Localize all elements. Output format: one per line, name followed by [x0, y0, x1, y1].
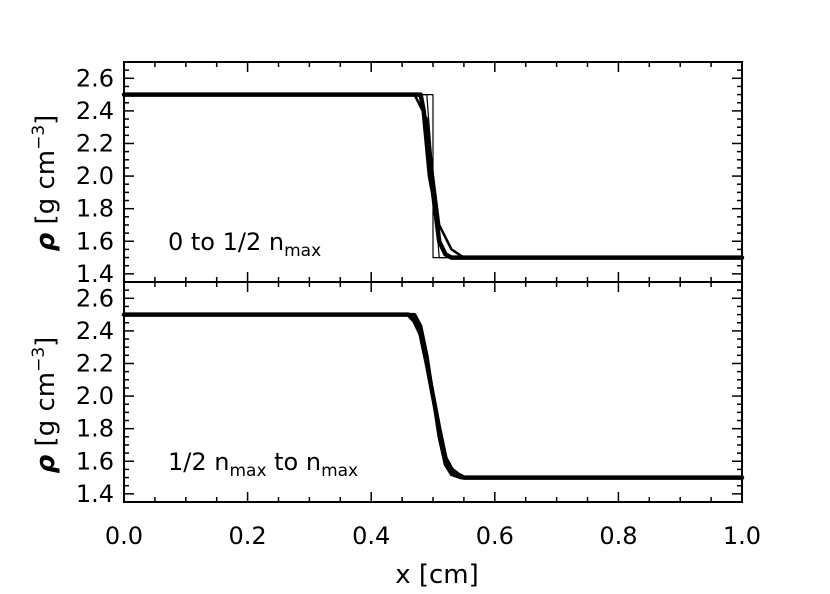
y-tick-label: 2.4: [76, 97, 114, 125]
bottom-panel-curves: [121, 312, 745, 480]
x-tick-label: 1.0: [723, 522, 761, 550]
y-tick-label: 1.4: [76, 480, 114, 508]
bottom-annotation-subscript-a: max: [229, 461, 266, 481]
y-tick-label: 2.2: [76, 129, 114, 157]
y-tick-label: 1.4: [76, 260, 114, 288]
x-tick-label: 0.8: [599, 522, 637, 550]
top-panel-y-tick-labels: 1.4 1.6 1.8 2.0 2.2 2.4 2.6: [76, 64, 114, 288]
top-ylabel-close: ]: [31, 115, 61, 125]
bottom-panel-y-axis-label: ρ [g cm−3]: [29, 337, 61, 474]
bottom-annotation-text-a: 1/2 n: [168, 448, 229, 476]
top-panel-annotation: 0 to 1/2 nmax: [168, 228, 321, 261]
bottom-panel-annotation: 1/2 nmax to nmax: [168, 448, 358, 481]
density-profile-line: [122, 93, 744, 259]
top-panel: 1.4 1.6 1.8 2.0 2.2 2.4 2.6 0 to 1/2 nmax ρ [g…: [29, 61, 745, 288]
y-tick-label: 2.4: [76, 317, 114, 345]
x-axis-label: x [cm]: [395, 560, 479, 590]
x-tick-label: 0.0: [105, 522, 143, 550]
y-tick-label: 2.0: [76, 382, 114, 410]
y-tick-label: 1.8: [76, 415, 114, 443]
bottom-ylabel-units: [g cm: [31, 372, 61, 447]
top-ylabel-units: [g cm: [31, 150, 61, 225]
top-annotation-text: 0 to 1/2 n: [168, 228, 284, 256]
top-ylabel-rho: ρ: [31, 232, 61, 251]
y-tick-label: 2.6: [76, 284, 114, 312]
density-profile-line: [123, 93, 743, 259]
density-profile-line: [122, 312, 744, 480]
x-tick-label: 0.6: [476, 522, 514, 550]
top-ylabel-exponent: −3: [29, 125, 49, 150]
y-tick-label: 2.0: [76, 162, 114, 190]
bottom-ylabel-rho: ρ: [31, 454, 61, 473]
top-panel-y-axis-label: ρ [g cm−3]: [29, 115, 61, 252]
bottom-panel-y-tick-labels: 1.4 1.6 1.8 2.0 2.2 2.4 2.6: [76, 284, 114, 508]
x-tick-label: 0.4: [352, 522, 390, 550]
bottom-panel-frame: [123, 281, 743, 503]
bottom-ylabel-close: ]: [31, 337, 61, 347]
y-tick-label: 2.2: [76, 349, 114, 377]
bottom-annotation-subscript-b: max: [321, 461, 358, 481]
y-tick-label: 1.8: [76, 195, 114, 223]
top-annotation-subscript: max: [284, 241, 321, 261]
bottom-ylabel-exponent: −3: [29, 347, 49, 372]
bottom-panel-x-tick-labels: 0.0 0.2 0.4 0.6 0.8 1.0: [105, 522, 761, 550]
y-tick-label: 1.6: [76, 227, 114, 255]
bottom-annotation-text-b: to n: [267, 448, 322, 476]
bottom-panel: 1.4 1.6 1.8 2.0 2.2 2.4 2.6 0.0 0.2 0.4 0.6 0.8 1.0…: [29, 281, 761, 590]
y-tick-label: 2.6: [76, 64, 114, 92]
x-tick-label: 0.2: [229, 522, 267, 550]
top-panel-curves: [121, 92, 745, 260]
y-tick-label: 1.6: [76, 447, 114, 475]
